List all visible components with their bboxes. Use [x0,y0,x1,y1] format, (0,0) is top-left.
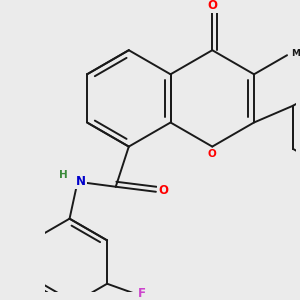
Text: O: O [207,0,217,12]
Text: O: O [158,184,168,197]
Text: N: N [76,175,85,188]
Text: Me: Me [291,49,300,58]
Text: F: F [138,287,146,300]
Text: H: H [59,170,68,180]
Text: O: O [208,148,217,159]
